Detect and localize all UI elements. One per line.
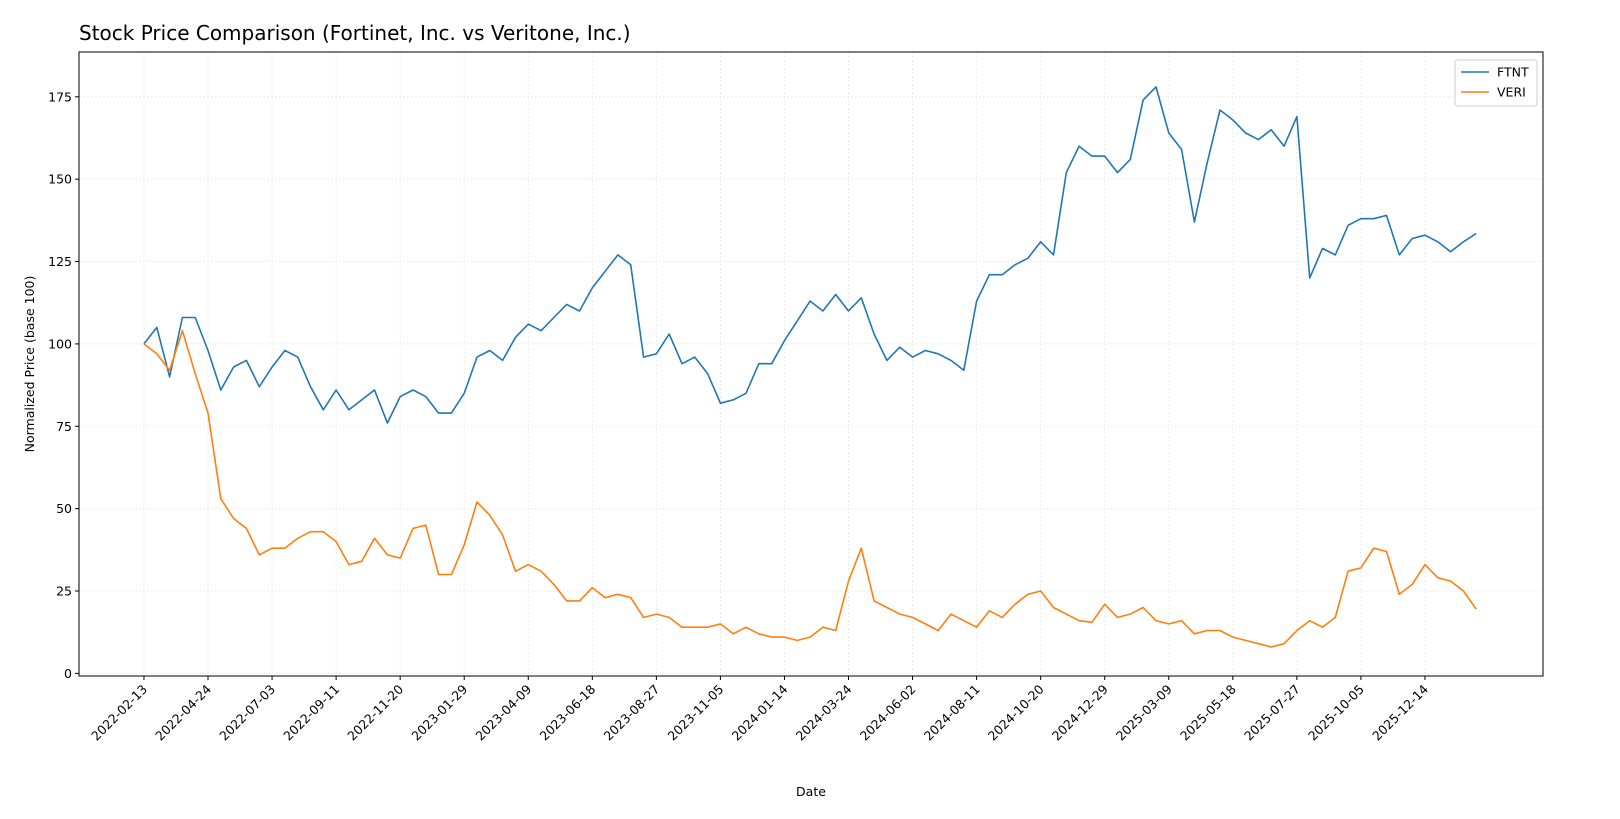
- y-tick-label: 150: [48, 172, 72, 187]
- x-tick-label: 2022-11-20: [344, 681, 406, 743]
- series-line: [143, 329, 1477, 648]
- y-tick-label: 125: [48, 254, 72, 269]
- y-tick-label: 0: [64, 666, 72, 681]
- x-tick-label: 2025-12-14: [1369, 681, 1431, 743]
- y-tick-label: 50: [56, 501, 72, 516]
- x-tick-label: 2023-06-18: [536, 681, 598, 743]
- y-tick-label: 175: [48, 89, 72, 104]
- y-tick-label: 25: [56, 583, 72, 598]
- x-tick-label: 2025-10-05: [1305, 682, 1367, 744]
- x-tick-label: 2022-07-03: [216, 682, 278, 744]
- x-tick-label: 2022-02-13: [88, 682, 150, 744]
- x-tick-label: 2024-12-29: [1049, 681, 1111, 743]
- x-tick-label: 2024-10-20: [985, 681, 1047, 743]
- x-tick-label: 2024-03-24: [793, 681, 855, 743]
- x-tick-label: 2025-05-18: [1177, 681, 1239, 743]
- x-tick-label: 2024-01-14: [729, 681, 791, 743]
- legend-label: VERI: [1497, 85, 1526, 100]
- x-tick-label: 2025-03-09: [1113, 681, 1175, 743]
- x-tick-label: 2023-01-29: [408, 681, 470, 743]
- series-line: [143, 86, 1477, 424]
- x-tick-label: 2022-09-11: [280, 682, 342, 744]
- x-tick-label: 2023-11-05: [665, 682, 727, 744]
- x-tick-label: 2023-08-27: [601, 682, 663, 744]
- x-tick-label: 2024-08-11: [921, 682, 983, 744]
- x-axis-label: Date: [796, 784, 826, 799]
- x-tick-label: 2022-04-24: [152, 681, 214, 743]
- chart-title: Stock Price Comparison (Fortinet, Inc. v…: [79, 21, 631, 45]
- y-tick-label: 100: [48, 336, 72, 351]
- legend-label: FTNT: [1497, 65, 1529, 80]
- x-tick-label: 2024-06-02: [857, 682, 919, 744]
- y-tick-label: 75: [56, 419, 72, 434]
- x-tick-label: 2023-04-09: [472, 681, 534, 743]
- plot-frame: [78, 51, 1544, 677]
- x-tick-label: 2025-07-27: [1241, 682, 1303, 744]
- y-axis-label: Normalized Price (base 100): [22, 276, 37, 453]
